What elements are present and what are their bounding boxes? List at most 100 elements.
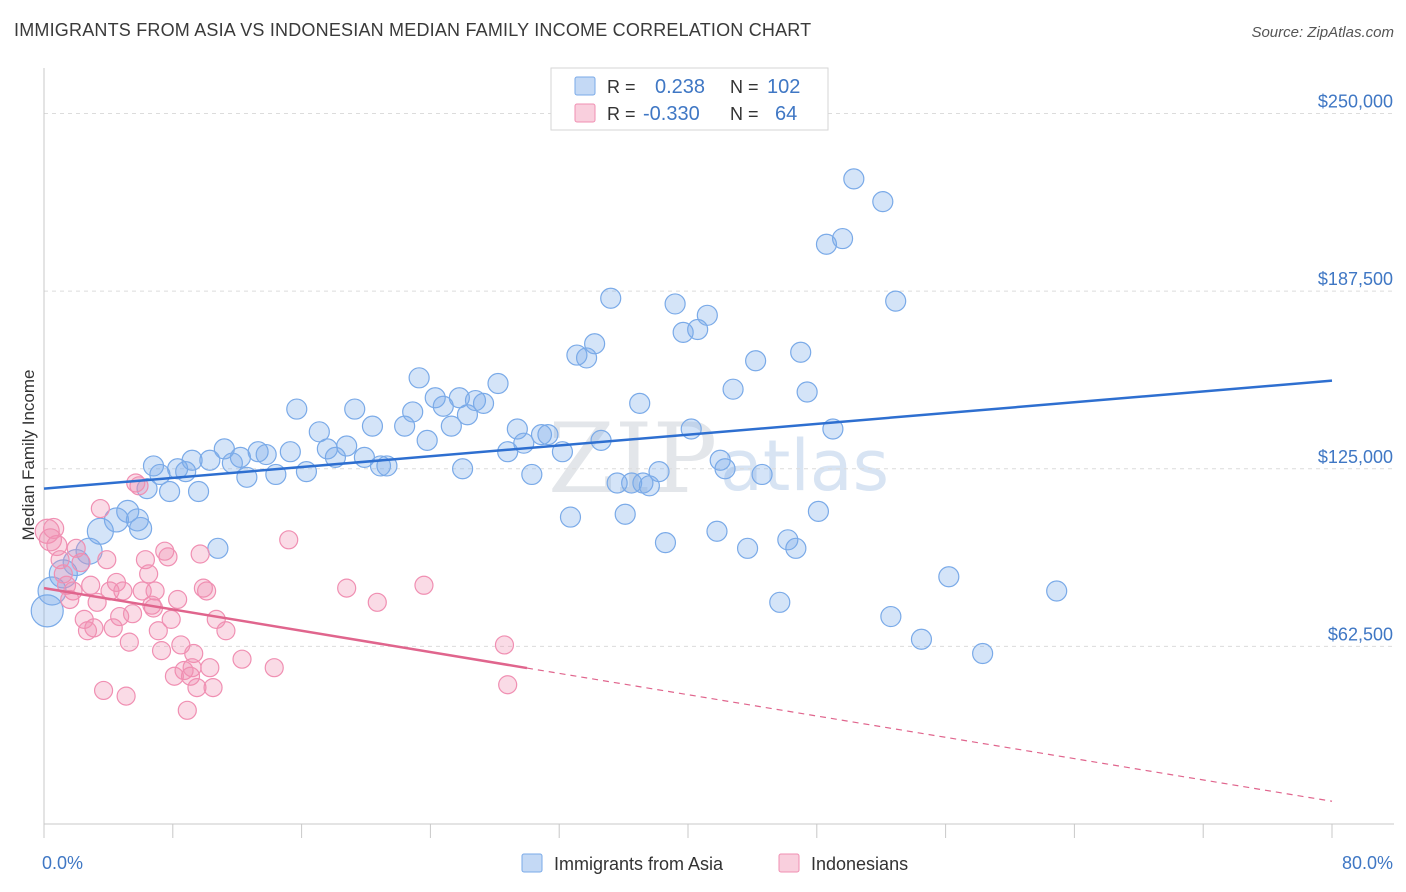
asia-point (972, 642, 994, 665)
bottom-legend-label-indonesians: Indonesians (811, 854, 908, 874)
bottom-legend-swatch-indonesians (778, 853, 800, 873)
asia-point (279, 441, 301, 463)
asia-point (614, 503, 636, 525)
asia-point (584, 333, 606, 355)
trend-lines (43, 379, 1333, 802)
legend-r-label: R = (607, 77, 636, 97)
indonesian-point (71, 552, 91, 573)
bottom-legend-label-asia: Immigrants from Asia (554, 854, 724, 874)
y-tick-labels: $62,500 $125,000 $187,500 $250,000 (1318, 92, 1393, 645)
legend-n-label: N = (730, 104, 759, 124)
legend-r-label: R = (607, 104, 636, 124)
indonesian-point (168, 589, 188, 610)
asia-point (872, 191, 894, 213)
indonesian-point (197, 581, 217, 601)
indonesian-point (97, 550, 117, 570)
asia-point (129, 516, 153, 541)
asia-point (30, 594, 64, 628)
indonesian-point (113, 581, 133, 601)
asia-point (424, 387, 446, 409)
indonesian-point (151, 641, 172, 661)
indonesian-point (90, 498, 110, 519)
asia-point (796, 381, 818, 403)
legend-box (550, 67, 829, 131)
asia-point (187, 480, 210, 503)
indonesian-point (145, 581, 165, 601)
indonesian-trend-line-extension (526, 667, 1333, 802)
indonesian-point (161, 609, 181, 629)
indonesian-point (337, 578, 357, 598)
y-tick-label: $125,000 (1318, 447, 1393, 467)
indonesian-point (43, 517, 65, 540)
legend-n-value: 102 (767, 76, 800, 98)
asia-point (440, 415, 462, 437)
asia-point (336, 435, 358, 457)
indonesian-point (81, 575, 101, 595)
indonesian-point (494, 635, 515, 655)
asia-point (807, 500, 830, 522)
indonesian-point (103, 618, 123, 638)
asia-point (745, 350, 767, 372)
asia-point (629, 392, 651, 414)
asia-point (158, 480, 181, 503)
asia-point (736, 537, 759, 559)
asia-point (295, 461, 318, 483)
indonesian-point (200, 658, 220, 678)
watermark-atlas: atlas (720, 425, 889, 507)
asia-point (769, 591, 791, 613)
asia-point (709, 449, 731, 471)
indonesian-point (177, 700, 197, 720)
asia-point (416, 429, 438, 451)
asia-point (938, 566, 960, 588)
data-points (30, 168, 1068, 720)
indonesian-point (216, 621, 236, 641)
asia-point (199, 449, 221, 471)
asia-point (448, 387, 470, 409)
asia-point (648, 461, 670, 483)
indonesian-point (232, 649, 252, 669)
asia-point (506, 418, 528, 440)
indonesian-point (135, 550, 156, 570)
x-tick-label-max: 80.0% (1342, 853, 1393, 873)
indonesian-point (182, 658, 202, 678)
grid (44, 113, 1394, 647)
indonesian-point (116, 686, 136, 706)
asia-point (402, 401, 424, 423)
asia-point (229, 446, 252, 468)
asia-point (790, 341, 812, 363)
indonesian-point (158, 547, 178, 567)
bottom-legend: Immigrants from Asia Indonesians (521, 853, 908, 874)
asia-point (361, 415, 384, 437)
asia-point (521, 463, 543, 486)
asia-point (537, 424, 559, 446)
asia-point (722, 378, 744, 400)
y-tick-label: $62,500 (1328, 624, 1393, 644)
indonesian-point (367, 592, 387, 612)
asia-point (1046, 580, 1068, 602)
asia-point (487, 372, 509, 395)
indonesian-point (93, 680, 114, 701)
asia-point (885, 290, 907, 312)
indonesian-point (50, 550, 70, 570)
indonesian-point (264, 658, 284, 678)
watermark-zip: ZIP (548, 403, 717, 515)
asia-point (464, 389, 487, 412)
axes (43, 68, 1394, 838)
asia-point (559, 506, 582, 528)
y-tick-label: $250,000 (1318, 92, 1393, 112)
asia-point (408, 367, 430, 389)
indonesian-point (53, 564, 73, 584)
asia-point (815, 233, 838, 255)
asia-point (696, 304, 718, 326)
indonesian-point (279, 530, 299, 550)
legend: R = 0.238 N = 102 R = -0.330 N = 64 (550, 67, 829, 131)
asia-point (600, 287, 622, 309)
indonesian-point (148, 621, 168, 641)
indonesian-point (126, 473, 146, 493)
asia-point (207, 537, 229, 559)
asia-point (142, 455, 165, 477)
indonesian-point (155, 541, 175, 561)
legend-n-label: N = (730, 77, 759, 97)
legend-r-value: 0.238 (655, 76, 705, 98)
